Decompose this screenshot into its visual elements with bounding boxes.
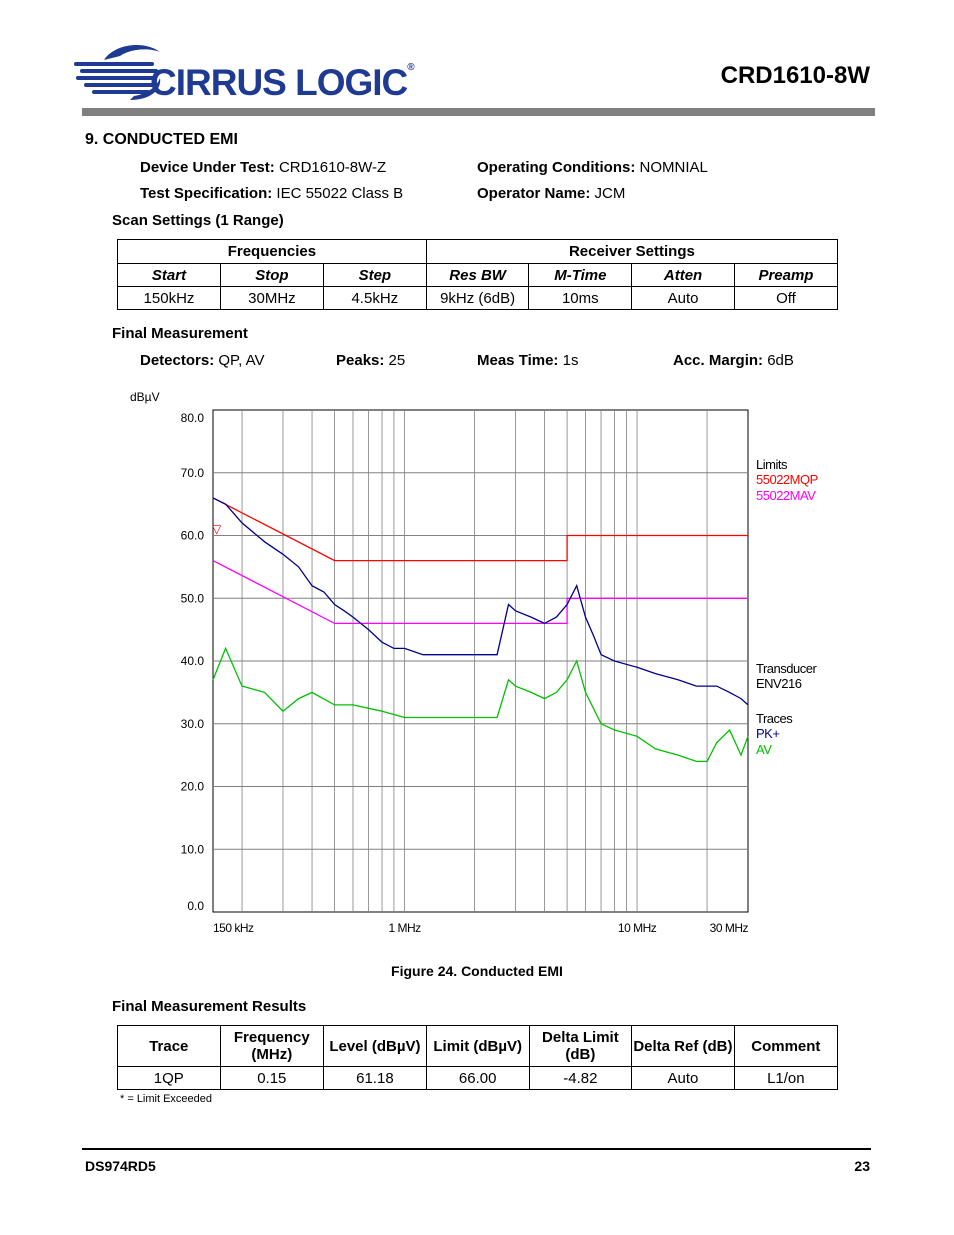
- table-cell: 9kHz (6dB): [425, 286, 530, 310]
- col-header: Trace: [117, 1025, 221, 1067]
- series-line-av: [212, 646, 749, 763]
- legend-trace-pk: PK+: [756, 726, 779, 741]
- group-header-receiver: Receiver Settings: [425, 239, 839, 264]
- group-header-frequencies: Frequencies: [117, 239, 427, 264]
- y-tick-label: 40.0: [181, 654, 205, 668]
- cirrus-swirl-icon: [74, 45, 161, 100]
- legend-transducer-name: ENV216: [756, 676, 802, 691]
- col-header: Level (dBµV): [323, 1025, 427, 1067]
- col-header: Start: [117, 263, 221, 287]
- y-tick-label: 10.0: [181, 842, 205, 856]
- table-cell: L1/on: [733, 1066, 839, 1090]
- scan-settings-title: Scan Settings (1 Range): [112, 212, 284, 229]
- table-cell: -4.82: [528, 1066, 633, 1090]
- table-cell: 150kHz: [117, 286, 221, 310]
- table-cell: 30MHz: [219, 286, 324, 310]
- qp-marker-icon: ▽: [212, 522, 222, 536]
- table-row: 150kHz 30MHz 4.5kHz 9kHz (6dB) 10ms Auto…: [117, 286, 839, 310]
- table-cell: 66.00: [425, 1066, 530, 1090]
- series-line-pk-: [212, 497, 749, 706]
- series-line-55022mqp: [212, 497, 748, 562]
- series-line-55022mav: [212, 560, 748, 625]
- operator-line: Operator Name: JCM: [477, 185, 626, 202]
- op-cond-line: Operating Conditions: NOMNIAL: [477, 159, 708, 176]
- section-title: 9. CONDUCTED EMI: [85, 131, 238, 148]
- col-header: Atten: [631, 263, 735, 287]
- legend-limits-title: Limits: [756, 457, 788, 472]
- doc-title: CRD1610-8W: [720, 62, 870, 89]
- acc-margin-line: Acc. Margin: 6dB: [673, 352, 794, 369]
- spec-line: Test Specification: IEC 55022 Class B: [140, 185, 404, 202]
- col-header: Limit (dBµV): [425, 1025, 530, 1067]
- legend-transducer-title: Transducer: [756, 661, 817, 676]
- col-header: Preamp: [733, 263, 839, 287]
- col-header: Stop: [219, 263, 324, 287]
- table-cell: Off: [733, 286, 839, 310]
- footer-doc-id: DS974RD5: [85, 1158, 156, 1174]
- col-header: Comment: [733, 1025, 839, 1067]
- y-tick-label: 20.0: [181, 780, 205, 794]
- footer-rule: [82, 1148, 871, 1150]
- emi-chart: 80.0 70.0 60.0 50.0 40.0 30.0 20.0 10.0 0.0 dBµV 1…: [130, 390, 818, 935]
- y-tick-label: 30.0: [181, 717, 205, 731]
- y-tick-label: 60.0: [181, 529, 205, 543]
- dut-line: Device Under Test: CRD1610-8W-Z: [140, 159, 387, 176]
- table-cell: Auto: [631, 286, 735, 310]
- final-measurement-title: Final Measurement: [112, 325, 248, 342]
- cirrus-logo: [74, 42, 374, 104]
- x-tick-label: 10 MHz: [618, 921, 657, 935]
- table-cell: 4.5kHz: [322, 286, 427, 310]
- x-tick-label: 1 MHz: [388, 921, 421, 935]
- table-cell: 1QP: [117, 1066, 221, 1090]
- legend-trace-av: AV: [756, 742, 772, 757]
- figure-caption: Figure 24. Conducted EMI: [391, 963, 563, 979]
- results-title: Final Measurement Results: [112, 998, 307, 1015]
- table-cell: 10ms: [528, 286, 633, 310]
- y-tick-label: 70.0: [181, 466, 205, 480]
- results-table: Trace Frequency (MHz) Level (dBµV) Limit…: [117, 1025, 839, 1090]
- x-tick-label: 150 kHz: [213, 921, 254, 935]
- col-header: Delta Ref (dB): [631, 1025, 735, 1067]
- y-tick-label: 50.0: [181, 591, 205, 605]
- limit-note: * = Limit Exceeded: [120, 1093, 213, 1105]
- legend-traces-title: Traces: [756, 711, 793, 726]
- legend-limit-mqp: 55022MQP: [756, 472, 818, 487]
- logo-text: CIRRUS LOGIC®: [150, 62, 415, 103]
- col-header: Step: [322, 263, 427, 287]
- peaks-line: Peaks: 25: [336, 352, 406, 369]
- meas-time-line: Meas Time: 1s: [477, 352, 579, 369]
- scan-settings-table: Frequencies Receiver Settings Start Stop…: [117, 239, 839, 310]
- header-rule: [82, 108, 875, 116]
- legend-limit-mav: 55022MAV: [756, 488, 816, 503]
- col-header: Frequency (MHz): [219, 1025, 325, 1067]
- table-row: 1QP 0.15 61.18 66.00 -4.82 Auto L1/on: [117, 1066, 839, 1090]
- y-tick-label: 80.0: [181, 411, 205, 425]
- col-header: Res BW: [425, 263, 530, 287]
- table-cell: Auto: [631, 1066, 735, 1090]
- detectors-line: Detectors: QP, AV: [140, 352, 265, 369]
- footer-page-number: 23: [854, 1158, 870, 1174]
- x-tick-label: 30 MHz: [710, 921, 749, 935]
- y-tick-label: 0.0: [187, 899, 204, 913]
- table-cell: 0.15: [219, 1066, 325, 1090]
- y-axis-label: dBµV: [130, 390, 160, 404]
- col-header: Delta Limit (dB): [528, 1025, 633, 1067]
- table-cell: 61.18: [323, 1066, 427, 1090]
- col-header: M-Time: [528, 263, 633, 287]
